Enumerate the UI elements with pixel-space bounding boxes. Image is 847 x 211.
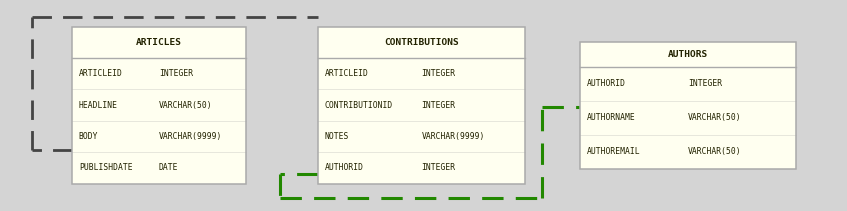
Text: INTEGER: INTEGER: [422, 163, 456, 172]
Text: ARTICLEID: ARTICLEID: [79, 69, 123, 78]
Text: INTEGER: INTEGER: [689, 79, 722, 88]
Text: INTEGER: INTEGER: [422, 100, 456, 110]
Text: BODY: BODY: [79, 132, 98, 141]
Text: AUTHOREMAIL: AUTHOREMAIL: [587, 147, 640, 156]
FancyBboxPatch shape: [318, 27, 525, 184]
Text: PUBLISHDATE: PUBLISHDATE: [79, 163, 132, 172]
Text: CONTRIBUTIONID: CONTRIBUTIONID: [324, 100, 393, 110]
Text: ARTICLEID: ARTICLEID: [324, 69, 368, 78]
Text: AUTHORID: AUTHORID: [587, 79, 626, 88]
Text: AUTHORNAME: AUTHORNAME: [587, 113, 636, 122]
Text: NOTES: NOTES: [324, 132, 349, 141]
Text: VARCHAR(9999): VARCHAR(9999): [422, 132, 484, 141]
Text: INTEGER: INTEGER: [422, 69, 456, 78]
Text: ARTICLES: ARTICLES: [136, 38, 182, 47]
Text: AUTHORS: AUTHORS: [668, 50, 708, 59]
Text: AUTHORID: AUTHORID: [324, 163, 363, 172]
Text: VARCHAR(50): VARCHAR(50): [689, 113, 742, 122]
FancyBboxPatch shape: [580, 42, 796, 169]
Text: DATE: DATE: [159, 163, 179, 172]
Text: INTEGER: INTEGER: [159, 69, 193, 78]
Text: HEADLINE: HEADLINE: [79, 100, 118, 110]
Text: CONTRIBUTIONS: CONTRIBUTIONS: [384, 38, 459, 47]
FancyBboxPatch shape: [72, 27, 246, 184]
Text: VARCHAR(50): VARCHAR(50): [689, 147, 742, 156]
Text: VARCHAR(9999): VARCHAR(9999): [159, 132, 222, 141]
Text: VARCHAR(50): VARCHAR(50): [159, 100, 213, 110]
